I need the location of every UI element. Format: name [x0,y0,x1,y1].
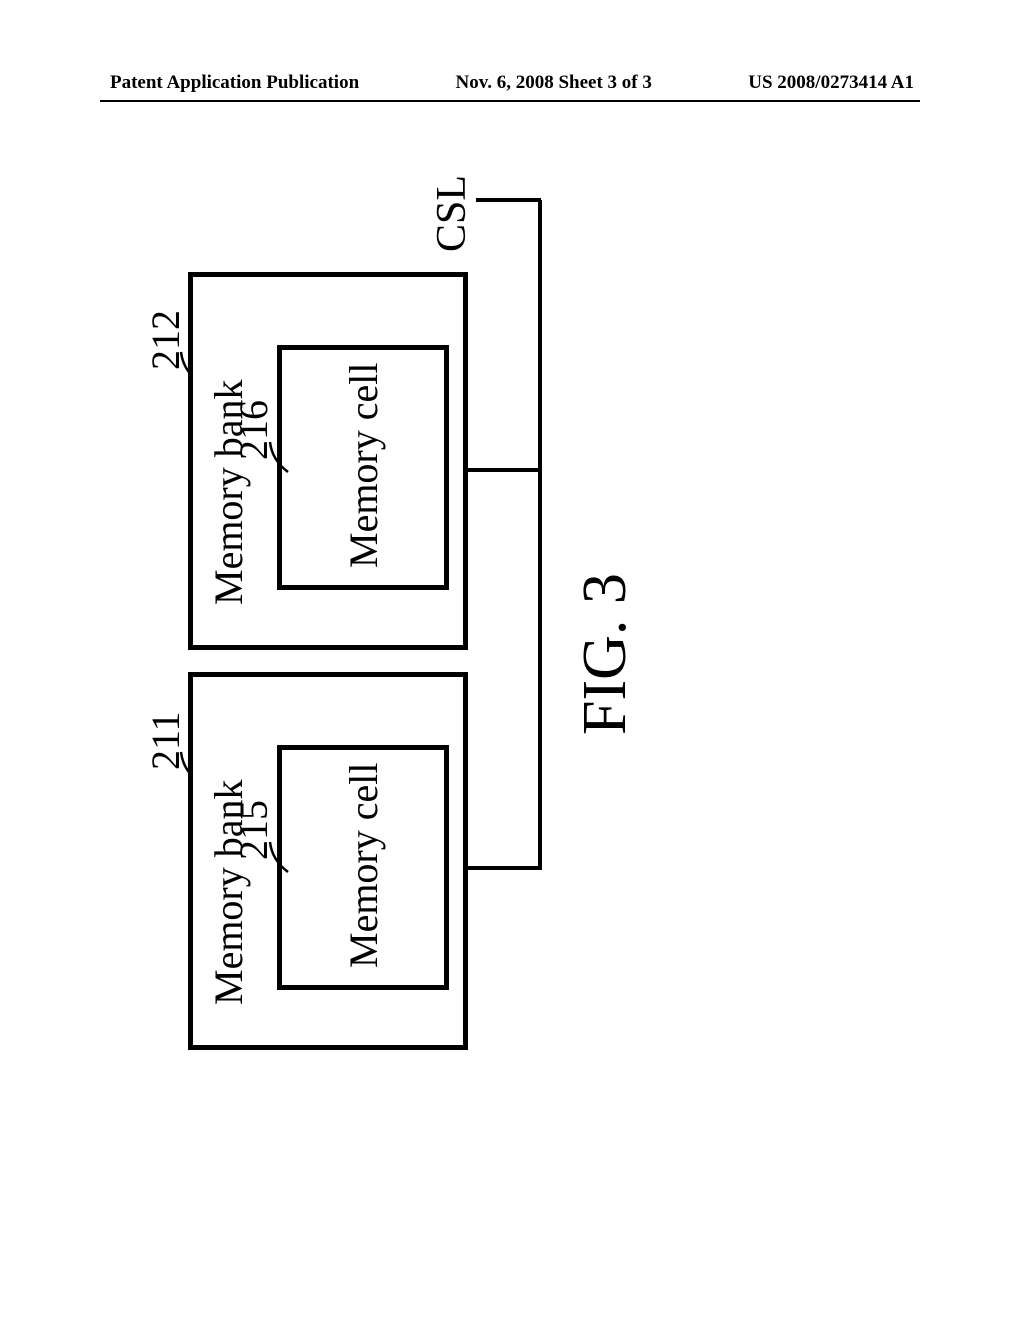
csl-signal-label: CSL [428,175,476,252]
figure-caption: FIG. 3 [570,573,641,735]
csl-connector-1 [468,866,540,870]
leader-215 [260,830,310,880]
memory-bank-1: Memory bank Memory cell [188,672,468,1050]
patent-header: Patent Application Publication Nov. 6, 2… [0,72,1024,94]
csl-connector-2 [468,468,540,472]
header-patent-number: US 2008/0273414 A1 [748,72,914,94]
patent-page: Patent Application Publication Nov. 6, 2… [0,0,1024,1320]
header-publication-type: Patent Application Publication [110,72,359,94]
csl-horizontal-line [538,200,542,870]
header-date-sheet: Nov. 6, 2008 Sheet 3 of 3 [456,72,652,94]
header-divider [100,100,920,102]
memory-bank-2: Memory bank Memory cell [188,272,468,650]
cell-1-label: Memory cell [340,763,387,969]
figure-diagram: 211 212 Memory bank Memory cell Memory b… [8,340,908,980]
csl-right-stub [476,198,541,202]
cell-2-label: Memory cell [340,363,387,569]
leader-216 [260,430,310,480]
